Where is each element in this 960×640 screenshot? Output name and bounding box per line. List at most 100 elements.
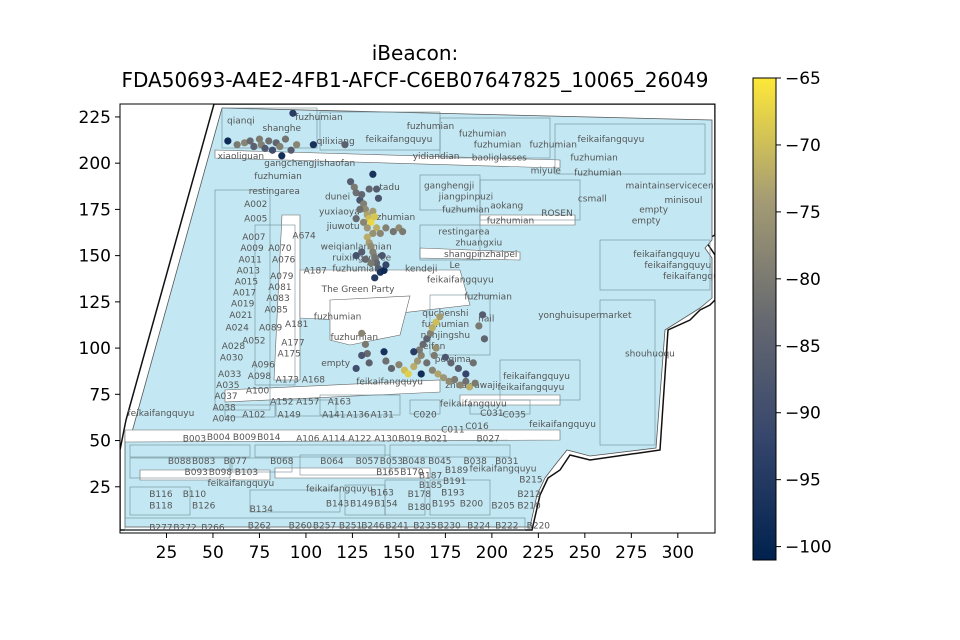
colorbar-tick-label: −70 bbox=[785, 136, 821, 156]
store-label: B143 bbox=[326, 499, 349, 509]
store-label: B149 bbox=[350, 499, 374, 509]
store-labels: qianqishanghefuzhumianqilixiangxiaoligua… bbox=[127, 113, 715, 533]
x-tick-label: 100 bbox=[290, 543, 322, 563]
store-label: A007 bbox=[242, 233, 265, 243]
scatter-point bbox=[276, 142, 284, 151]
corridor-atrium bbox=[329, 295, 411, 346]
y-tick-label: 125 bbox=[79, 293, 111, 313]
store-label: B266 bbox=[201, 523, 225, 533]
store-label: A017 bbox=[233, 289, 256, 299]
store-label: A181 bbox=[285, 320, 308, 330]
scatter-point bbox=[359, 200, 368, 208]
store-label: C035 bbox=[502, 411, 525, 421]
store-label: B064 bbox=[320, 457, 344, 467]
store-label: B103 bbox=[235, 468, 258, 478]
store-label: B134 bbox=[250, 505, 274, 515]
store-label: shouhuoqu bbox=[625, 350, 675, 360]
store-label: A013 bbox=[237, 266, 260, 276]
store-label: fuzhumian bbox=[529, 141, 577, 151]
store-label: B038 bbox=[463, 457, 487, 467]
store-label: B088 bbox=[168, 457, 192, 467]
store-label: A052 bbox=[242, 337, 265, 347]
colorbar-tick-label: −90 bbox=[785, 404, 821, 424]
scatter-point bbox=[352, 189, 360, 197]
scatter-point bbox=[447, 359, 455, 367]
store-label: A085 bbox=[265, 305, 288, 315]
x-tick-label: 200 bbox=[476, 543, 508, 563]
store-label: quchenshi bbox=[422, 309, 468, 319]
store-label: A030 bbox=[220, 353, 244, 363]
store-label: B118 bbox=[149, 501, 173, 511]
scatter-point bbox=[369, 170, 377, 178]
store-label: A005 bbox=[244, 215, 267, 225]
scatter-point bbox=[224, 137, 232, 145]
scatter-point bbox=[413, 357, 422, 365]
scatter-point bbox=[451, 375, 459, 384]
store-label: csmall bbox=[578, 194, 607, 204]
store-label: B189 bbox=[445, 466, 469, 476]
corridor-lower-west bbox=[139, 469, 271, 481]
scatter-point bbox=[423, 335, 431, 343]
store-label: B093 bbox=[185, 468, 208, 478]
corridors bbox=[124, 149, 576, 481]
store-label: C016 bbox=[465, 422, 489, 432]
store-label: fuzhumian bbox=[464, 292, 512, 302]
scatter-point bbox=[380, 266, 388, 275]
corridor-south bbox=[124, 429, 561, 443]
store-label: B068 bbox=[270, 457, 294, 467]
colorbar-gradient bbox=[752, 77, 777, 561]
store-label: baoliglasses bbox=[472, 154, 527, 164]
store-label: B230 bbox=[437, 522, 461, 532]
scatter-point bbox=[268, 146, 277, 154]
scatter-point bbox=[417, 370, 425, 378]
scatter-point bbox=[361, 205, 370, 214]
scatter-point bbox=[367, 259, 375, 267]
scatter-point bbox=[376, 229, 384, 238]
store-label: ganghengji bbox=[424, 181, 474, 191]
store-label: A106 bbox=[296, 435, 320, 445]
store-label: A141 bbox=[322, 411, 345, 421]
store-label: B048 bbox=[402, 457, 426, 467]
store-label: B224 bbox=[467, 522, 491, 532]
store-label: A011 bbox=[238, 255, 261, 265]
scatter-point bbox=[346, 178, 355, 186]
store-label: xiaoliguan bbox=[218, 152, 265, 162]
store-label: B053 bbox=[380, 457, 403, 467]
scatter-point bbox=[356, 205, 364, 214]
store-label: B165 bbox=[376, 468, 399, 478]
corridor-north bbox=[214, 149, 561, 169]
store-label: B027 bbox=[476, 435, 499, 445]
store-label: fuzhumian bbox=[459, 130, 507, 140]
store-label: fuzhumian bbox=[314, 313, 362, 323]
scatter-point bbox=[358, 329, 366, 337]
scatter-point bbox=[281, 135, 290, 143]
scatter-point bbox=[367, 218, 375, 226]
scatter-point bbox=[250, 142, 258, 151]
store-label: B180 bbox=[408, 503, 432, 513]
store-label: A187 bbox=[304, 266, 327, 276]
scatter-point bbox=[419, 340, 427, 348]
y-tick-label: 50 bbox=[89, 432, 111, 452]
store-label: feikaifangquyu bbox=[577, 135, 644, 145]
scatter-point bbox=[382, 224, 390, 232]
store-label: restingarea bbox=[249, 187, 300, 197]
scatter-point bbox=[363, 233, 371, 241]
corridor-central-west bbox=[273, 214, 301, 381]
scatter-point bbox=[454, 364, 463, 373]
store-label: A002 bbox=[244, 200, 267, 210]
scatter-point bbox=[382, 357, 390, 365]
scatter-point bbox=[430, 351, 438, 360]
store-label: fuzhumian bbox=[574, 168, 622, 178]
scatter-point bbox=[436, 313, 444, 321]
store-label: A033 bbox=[218, 370, 241, 380]
store-label: fuzhumian bbox=[407, 122, 455, 132]
scatter-point bbox=[352, 252, 360, 260]
corridor-southwest bbox=[224, 379, 441, 403]
scatter-point bbox=[278, 152, 286, 160]
scatter-point bbox=[289, 109, 297, 117]
store-label: B045 bbox=[428, 457, 451, 467]
scatter-point bbox=[372, 259, 381, 267]
store-label: A009 bbox=[240, 244, 264, 254]
y-tick-label: 100 bbox=[79, 339, 111, 359]
store-label: yuxiaoya bbox=[319, 207, 360, 217]
